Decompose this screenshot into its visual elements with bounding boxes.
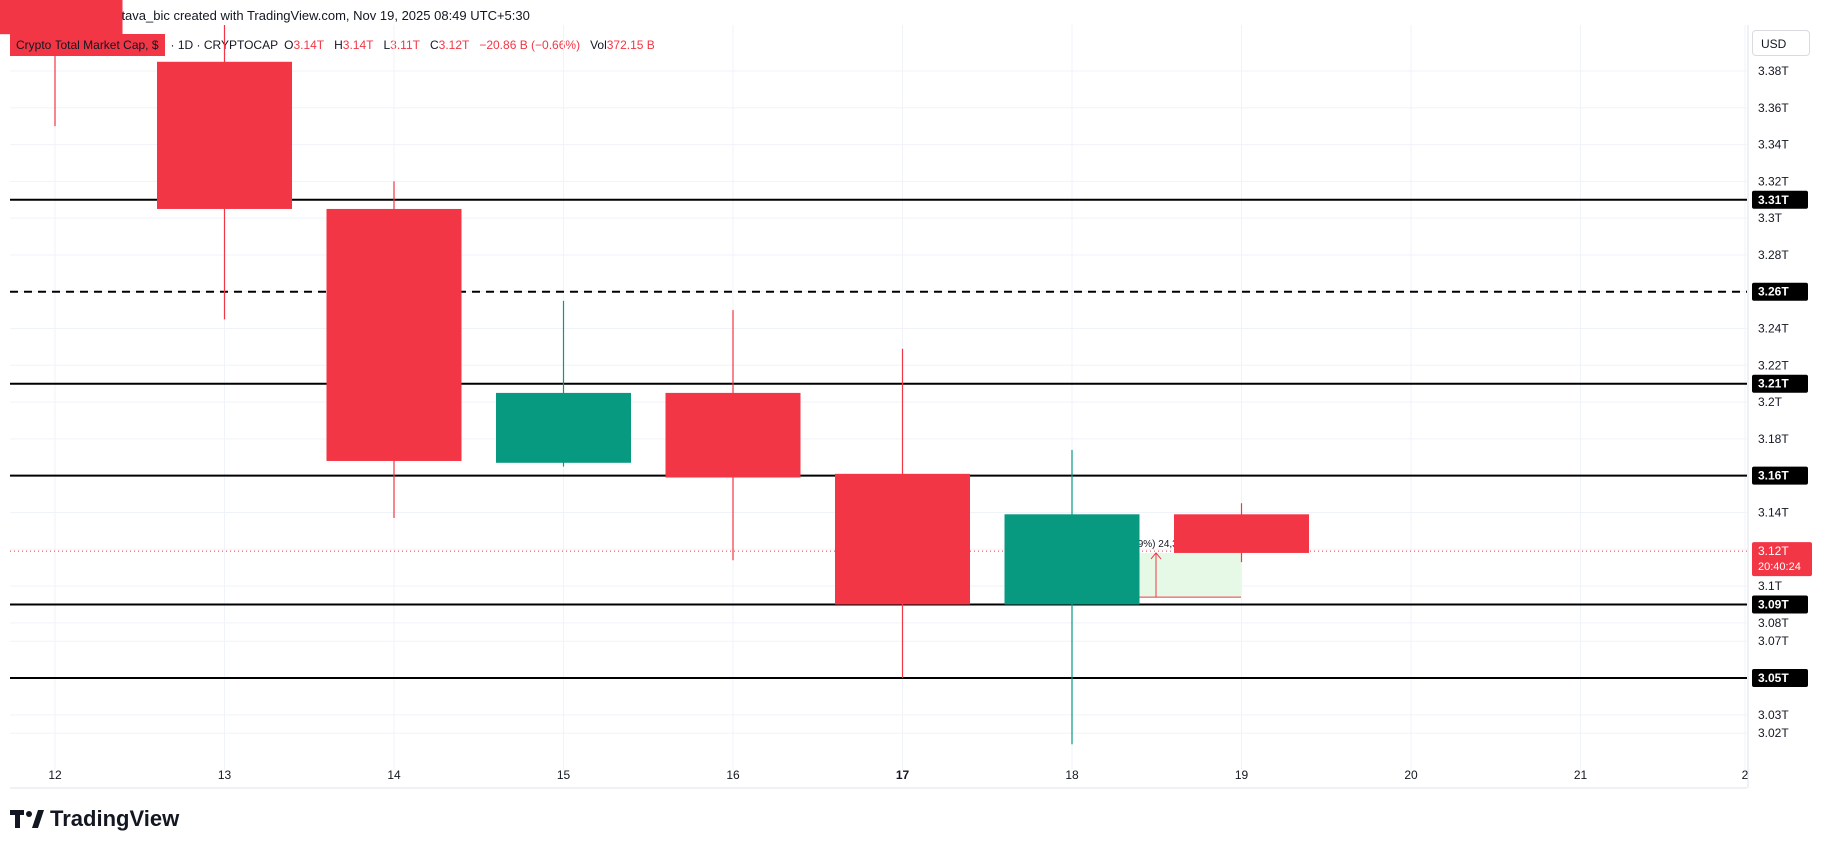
y-tick-label: 3.3T [1758, 211, 1783, 225]
x-tick-label: 18 [1065, 768, 1079, 782]
ohlc-open-key: O [284, 38, 294, 52]
last-price-label: 3.12T [1758, 544, 1789, 558]
y-tick-label: 3.02T [1758, 726, 1789, 740]
volume-key: Vol [590, 38, 607, 52]
ohlc-close-key: C [429, 38, 439, 52]
y-tick-label: 3.14T [1758, 505, 1789, 519]
y-tick-label: 3.28T [1758, 248, 1789, 262]
x-tick-label: 21 [1574, 768, 1588, 782]
ohlc-high-value: 3.14T [342, 38, 374, 52]
level-label: 3.26T [1758, 285, 1789, 299]
ohlc-open-value: 3.14T [293, 38, 325, 52]
last-price-label-bg [1752, 542, 1812, 577]
x-tick-label: 2 [1742, 768, 1749, 782]
ohlc-low-value: 3.11T [390, 38, 420, 52]
level-label: 3.31T [1758, 193, 1789, 207]
bar-countdown: 20:40:24 [1758, 561, 1801, 573]
ohlc-high-key: H [334, 38, 343, 52]
level-label: 3.16T [1758, 469, 1789, 483]
candle-body-16 [665, 392, 801, 478]
y-tick-label: 3.2T [1758, 395, 1783, 409]
x-tick-label: 13 [218, 768, 232, 782]
ohlc-change-value: −20.86 B (−0.66%) [479, 38, 581, 52]
level-label: 3.09T [1758, 597, 1789, 611]
candle-body-13 [157, 61, 292, 209]
price-labels: 3.31T 3.26T 3.21T 3.16T 3.09T 3.05T 3.12T 20:40… [1752, 190, 1812, 688]
y-tick-label: 3.18T [1758, 432, 1789, 446]
candle-body-15 [496, 392, 631, 463]
tradingview-logo[interactable]: TradingView [10, 806, 179, 832]
y-tick-label: 3.1T [1758, 579, 1783, 593]
y-tick-label: 3.38T [1758, 64, 1789, 78]
x-tick-label: 20 [1404, 768, 1418, 782]
ohlc-close-value: 3.12T [438, 38, 470, 52]
level-label-bg [1752, 466, 1808, 485]
level-label: 3.21T [1758, 377, 1789, 391]
x-tick-label: 14 [387, 768, 401, 782]
level-label-bg [1752, 595, 1808, 614]
level-label-bg [1752, 190, 1808, 209]
symbol-name[interactable]: Crypto Total Market Cap, $ [10, 34, 165, 56]
measure-arrow-head [1150, 552, 1162, 560]
level-label: 3.05T [1758, 671, 1789, 685]
level-label-bg [1752, 374, 1808, 393]
y-tick-label: 3.32T [1758, 174, 1789, 188]
volume-value: 372.15 B [606, 38, 655, 52]
y-tick-label: 3.22T [1758, 358, 1789, 372]
x-tick-label: 16 [726, 768, 740, 782]
x-tick-label: 12 [48, 768, 62, 782]
y-tick-label: 3.07T [1758, 634, 1789, 648]
y-tick-label: 3.03T [1758, 708, 1789, 722]
chart-credit: aaryamann_shrivastava_bic created with T… [8, 8, 530, 23]
x-tick-label: 17 [896, 768, 910, 782]
candle-body-18 [1004, 514, 1140, 605]
candlestick-chart[interactable]: 24.34B (0.79%) 24,341,753,347 3.38T 3.36T… [0, 0, 1825, 790]
y-tick-label: 3.08T [1758, 616, 1789, 630]
x-tick-label: 15 [557, 768, 571, 782]
measure-label: 24.34B (0.79%) 24,341,753,347 [1086, 539, 1228, 550]
candle-body-14 [326, 208, 462, 461]
currency-selector[interactable]: USD [1752, 30, 1810, 56]
y-tick-label: 3.34T [1758, 138, 1789, 152]
level-label-bg [1752, 282, 1808, 301]
tradingview-logo-icon [10, 810, 44, 828]
x-tick-label: 19 [1235, 768, 1249, 782]
level-label-bg [1752, 669, 1808, 688]
candle-body-12 [0, 0, 123, 35]
candle-body-17 [835, 473, 970, 605]
y-tick-label: 3.24T [1758, 322, 1789, 336]
y-tick-label: 3.36T [1758, 101, 1789, 115]
candles [0, 0, 1309, 745]
brand-name: TradingView [50, 806, 180, 831]
ohlc-low-key: L [383, 38, 391, 52]
candle-body-19 [1174, 514, 1309, 553]
